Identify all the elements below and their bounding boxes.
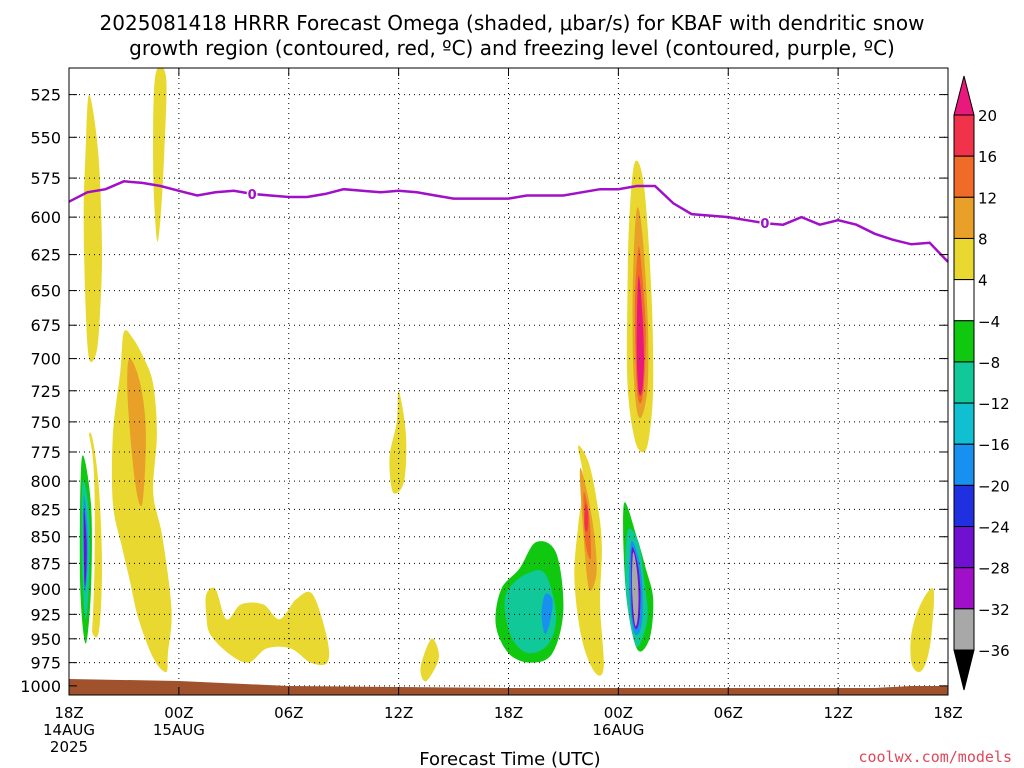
colorbar-label: −4 [978,313,1000,331]
colorbar-band-10 [953,526,975,569]
colorbar-label: −20 [978,477,1010,495]
x-tick-date: 15AUG [153,721,205,739]
colorbar-band-4 [953,279,975,322]
y-tick-label: 725 [30,382,61,401]
colorbar-bottom-arrow [953,649,975,691]
x-tick-label: 12Z [384,704,413,722]
omega-region-23 [541,593,553,635]
colorbar-label: −8 [978,354,1000,372]
x-tick-date: 14AUG [43,721,95,739]
y-tick-label: 575 [30,169,61,188]
x-tick-label: 00Z [164,704,193,722]
freezing-level-label-0: 0 [248,188,257,203]
omega-region-17 [365,547,416,615]
chart-title-line2: growth region (contoured, red, ºC) and f… [129,36,895,60]
omega-region-0 [83,94,103,363]
y-tick-label: 950 [30,630,61,649]
omega-region-16 [334,469,370,625]
freezing-level-label-1: 0 [760,217,769,232]
plot-area [76,68,935,682]
y-tick-label: 875 [30,554,61,573]
y-tick-label: 525 [30,86,61,105]
omega-region-39 [632,552,639,627]
y-tick-label: 900 [30,580,61,599]
colorbar-band-7 [953,402,975,445]
omega-region-22 [504,570,557,654]
y-tick-label: 650 [30,282,61,301]
omega-region-5 [127,358,146,507]
y-tick-label: 750 [30,413,61,432]
freezing-level-line [68,180,949,263]
colorbar-label: −32 [978,601,1010,619]
colorbar-label: 4 [978,272,988,290]
x-tick-year: 2025 [50,738,88,756]
y-tick-label: 925 [30,605,61,624]
x-tick-label: 12Z [823,704,852,722]
omega-region-29 [616,71,648,146]
colorbar-label: −16 [978,436,1010,454]
omega-region-33 [636,275,644,396]
omega-region-12 [193,421,242,548]
x-axis-label: Forecast Time (UTC) [419,749,600,768]
omega-region-19 [420,638,440,682]
x-tick-label: 18Z [933,704,962,722]
freezing-level-contour: 00 [68,180,949,263]
omega-region-11 [116,568,126,643]
omega-region-40 [910,588,935,672]
x-tick-label: 06Z [714,704,743,722]
colorbar-label: 12 [978,189,997,207]
x-tick-label: 06Z [274,704,303,722]
colorbar-band-5 [953,320,975,363]
y-tick-label: 775 [30,443,61,462]
colorbar-label: −28 [978,560,1010,578]
colorbar-band-8 [953,443,975,486]
colorbar-band-9 [953,484,975,528]
x-tick-date: 16AUG [592,721,644,739]
colorbar-label: 20 [978,107,997,125]
colorbar-band-1 [953,155,975,198]
y-tick-label: 550 [30,128,61,147]
y-tick-label: 975 [30,654,61,673]
credit-text: coolwx.com/models [858,748,1012,766]
y-tick-label: 800 [30,472,61,491]
colorbar: 20 16 12 8 4 −4 −8 −12 −16 −20 −24 −28 −32 −36 [953,75,1010,691]
y-tick-label: 600 [30,208,61,227]
x-tick-label: 00Z [604,704,633,722]
colorbar-band-0 [953,114,975,157]
omega-region-27 [584,503,589,532]
omega-region-18 [389,390,407,494]
colorbar-band-2 [953,196,975,239]
colorbar-label: −36 [978,642,1010,660]
omega-region-3 [153,68,167,242]
x-tick-label: 18Z [54,704,83,722]
y-tick-label: 700 [30,350,61,369]
x-tick-label: 18Z [494,704,523,722]
colorbar-label: −12 [978,395,1010,413]
y-tick-label: 675 [30,316,61,335]
y-axis: 525 550 575 600 625 650 675 700 725 750 775 800 825 8… [20,86,948,696]
colorbar-band-6 [953,361,975,404]
chart-title-line1: 2025081418 HRRR Forecast Omega (shaded, … [100,11,925,35]
colorbar-label: 16 [978,148,997,166]
colorbar-band-3 [953,237,975,281]
omega-region-15 [205,587,330,666]
colorbar-band-12 [953,608,975,651]
colorbar-label: 8 [978,230,988,248]
omega-region-10 [83,507,87,588]
y-tick-label: 1000 [20,677,61,696]
colorbar-band-11 [953,567,975,610]
y-tick-label: 825 [30,500,61,519]
y-tick-label: 625 [30,246,61,265]
y-tick-label: 850 [30,528,61,547]
colorbar-label: −24 [978,519,1010,537]
omega-region-14 [266,474,288,571]
